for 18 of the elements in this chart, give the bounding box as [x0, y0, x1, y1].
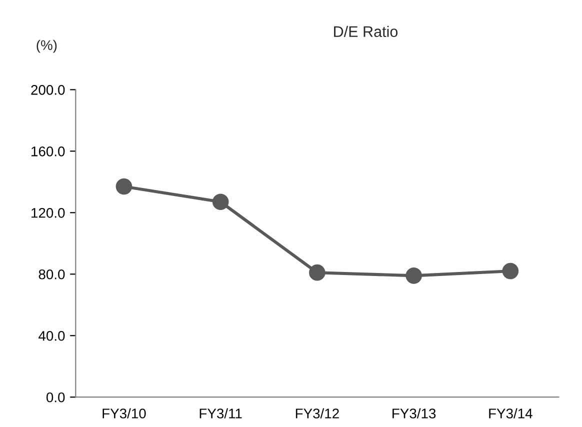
- y-tick-label: 80.0: [38, 269, 65, 280]
- y-axis-title: (%): [36, 40, 57, 53]
- x-tick-label: FY3/14: [489, 408, 532, 418]
- y-tick-label: 120.0: [32, 208, 65, 218]
- chart-title: D/E Ratio: [334, 26, 398, 38]
- point: [116, 178, 132, 195]
- point: [406, 268, 422, 284]
- x-tick-label: FY3/10: [102, 408, 146, 418]
- y-tick-label: 160.0: [32, 146, 65, 156]
- y-tick-label: 0.0: [46, 392, 65, 402]
- point: [309, 264, 326, 281]
- point: [502, 262, 519, 280]
- x-tick-label: FY3/13: [392, 408, 436, 418]
- y-tick-label: 40.0: [38, 330, 65, 341]
- y-tick-label: 200.0: [31, 85, 65, 95]
- x-tick-label: FY3/11: [200, 408, 242, 418]
- x-tick-label: FY3/12: [296, 408, 339, 418]
- point: [212, 194, 229, 210]
